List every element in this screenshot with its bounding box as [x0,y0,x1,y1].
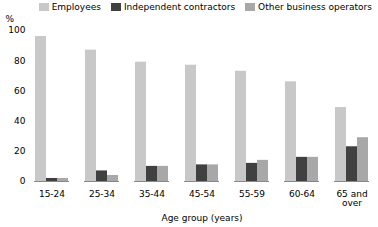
svg-text:60-64: 60-64 [289,189,315,199]
svg-text:65 andover: 65 andover [336,189,367,208]
html-text:Other business operators: Other business operators [258,2,372,12]
svg-text:15-24: 15-24 [39,189,65,199]
svg-text:35-44: 35-44 [139,189,165,199]
svg-text:20: 20 [14,146,26,156]
svg-text:55-59: 55-59 [239,189,265,199]
svg-text:100: 100 [8,25,25,35]
svg-text:%: % [6,14,15,24]
html-text:Employees: Employees [51,2,101,12]
svg-text:80: 80 [14,56,26,66]
svg-text:40: 40 [14,116,26,126]
svg-text:0: 0 [20,176,26,186]
html-text:Independent contractors: Independent contractors [123,2,236,12]
svg-text:25-34: 25-34 [89,189,115,199]
svg-text:Age group (years): Age group (years) [161,213,242,223]
svg-text:45-54: 45-54 [189,189,215,199]
svg-text:60: 60 [14,86,26,96]
